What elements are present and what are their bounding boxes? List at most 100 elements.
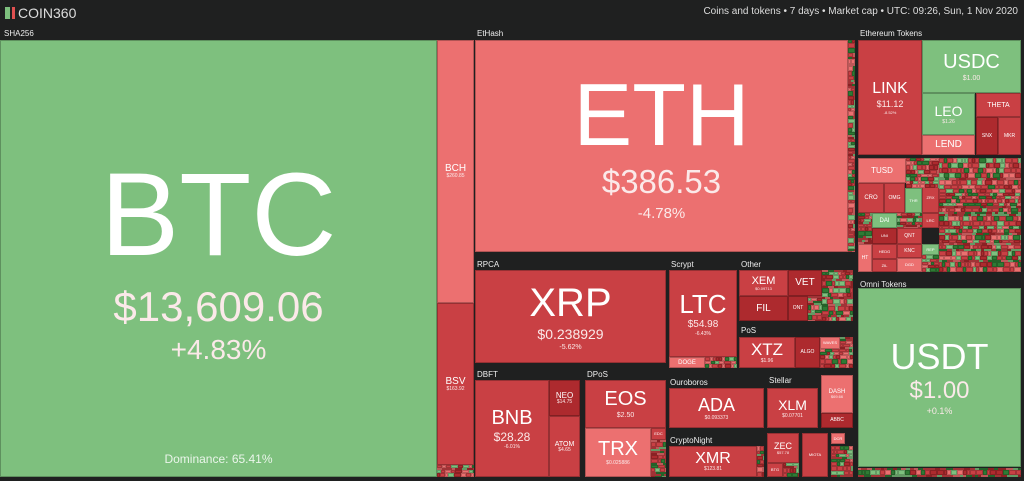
small-coin-tile[interactable]: [787, 468, 790, 473]
small-coin-tile[interactable]: [930, 470, 937, 475]
small-coin-tile[interactable]: [979, 468, 982, 470]
small-coin-tile[interactable]: [783, 466, 787, 468]
small-coin-tile[interactable]: [999, 214, 1005, 216]
small-coin-tile[interactable]: [956, 229, 959, 233]
small-coin-tile[interactable]: [902, 216, 909, 218]
small-coin-tile[interactable]: [825, 279, 829, 281]
small-coin-tile[interactable]: [977, 214, 980, 216]
small-coin-tile[interactable]: [869, 216, 872, 219]
small-coin-tile[interactable]: [942, 262, 945, 267]
small-coin-tile[interactable]: [840, 337, 845, 339]
small-coin-tile[interactable]: [722, 364, 725, 368]
small-coin-tile[interactable]: [944, 173, 949, 178]
small-coin-tile[interactable]: [962, 193, 965, 196]
small-coin-tile[interactable]: [838, 359, 841, 364]
small-coin-tile[interactable]: [951, 470, 957, 475]
small-coin-tile[interactable]: [987, 203, 993, 206]
small-coin-tile[interactable]: [822, 311, 829, 315]
small-coin-tile[interactable]: [964, 249, 971, 251]
small-coin-tile[interactable]: [906, 225, 911, 227]
small-coin-tile[interactable]: [982, 229, 988, 233]
small-coin-tile[interactable]: [845, 337, 850, 339]
small-coin-tile[interactable]: [469, 465, 472, 468]
small-coin-tile[interactable]: [987, 226, 994, 229]
small-coin-tile[interactable]: [987, 208, 992, 212]
small-coin-tile[interactable]: [864, 475, 871, 477]
small-coin-tile[interactable]: [864, 219, 871, 222]
small-coin-tile[interactable]: [858, 242, 864, 244]
small-coin-tile[interactable]: [1014, 267, 1021, 272]
small-coin-tile[interactable]: [906, 222, 909, 225]
small-coin-tile[interactable]: [848, 170, 852, 174]
small-coin-tile[interactable]: [946, 196, 952, 199]
small-coin-tile[interactable]: [839, 297, 844, 299]
small-coin-tile[interactable]: [944, 212, 948, 214]
small-coin-tile[interactable]: [921, 181, 925, 184]
small-coin-tile[interactable]: [851, 142, 855, 145]
small-coin-tile[interactable]: [1018, 180, 1021, 185]
small-coin-tile[interactable]: [993, 158, 996, 163]
tile-theta[interactable]: THETA: [976, 93, 1021, 117]
small-coin-tile[interactable]: [992, 208, 999, 212]
small-coin-tile[interactable]: [866, 236, 872, 238]
small-coin-tile[interactable]: [953, 260, 960, 262]
small-coin-tile[interactable]: [760, 446, 764, 451]
small-coin-tile[interactable]: [1015, 251, 1021, 256]
small-coin-tile[interactable]: [1019, 226, 1021, 229]
small-coin-tile[interactable]: [833, 275, 839, 279]
small-coin-tile[interactable]: [848, 128, 852, 132]
small-coin-tile[interactable]: [461, 473, 466, 477]
small-coin-tile[interactable]: [849, 286, 853, 288]
small-coin-tile[interactable]: [832, 281, 835, 286]
small-coin-tile[interactable]: [922, 475, 926, 477]
small-coin-tile[interactable]: [811, 310, 815, 313]
small-coin-tile[interactable]: [922, 268, 926, 272]
small-coin-tile[interactable]: [972, 226, 979, 229]
small-coin-tile[interactable]: [997, 193, 1003, 196]
small-coin-tile[interactable]: [808, 303, 814, 305]
small-coin-tile[interactable]: [992, 178, 997, 180]
small-coin-tile[interactable]: [939, 163, 942, 168]
small-coin-tile[interactable]: [973, 199, 978, 203]
small-coin-tile[interactable]: [986, 168, 993, 173]
small-coin-tile[interactable]: [833, 288, 839, 293]
small-coin-tile[interactable]: [1010, 267, 1014, 272]
small-coin-tile[interactable]: [998, 206, 1002, 208]
small-coin-tile[interactable]: [939, 245, 942, 249]
small-coin-tile[interactable]: [825, 349, 832, 352]
small-coin-tile[interactable]: [656, 442, 663, 447]
small-coin-tile[interactable]: [994, 240, 999, 243]
small-coin-tile[interactable]: [835, 364, 839, 368]
small-coin-tile[interactable]: [865, 216, 869, 219]
small-coin-tile[interactable]: [851, 86, 855, 88]
small-coin-tile[interactable]: [793, 468, 796, 473]
small-coin-tile[interactable]: [953, 475, 960, 477]
small-coin-tile[interactable]: [865, 240, 868, 242]
small-coin-tile[interactable]: [850, 459, 853, 462]
small-coin-tile[interactable]: [951, 256, 956, 260]
small-coin-tile[interactable]: [999, 240, 1002, 243]
small-coin-tile[interactable]: [956, 203, 963, 206]
small-coin-tile[interactable]: [847, 299, 853, 304]
small-coin-tile[interactable]: [843, 352, 849, 355]
small-coin-tile[interactable]: [885, 470, 891, 475]
small-coin-tile[interactable]: [992, 206, 998, 208]
small-coin-tile[interactable]: [1000, 196, 1005, 199]
small-coin-tile[interactable]: [840, 355, 847, 359]
small-coin-tile[interactable]: [848, 66, 853, 71]
small-coin-tile[interactable]: [834, 352, 839, 355]
small-coin-tile[interactable]: [651, 463, 657, 465]
small-coin-tile[interactable]: [963, 267, 966, 272]
small-coin-tile[interactable]: [790, 468, 793, 473]
small-coin-tile[interactable]: [848, 224, 853, 228]
small-coin-tile[interactable]: [996, 245, 1001, 249]
small-coin-tile[interactable]: [936, 268, 939, 272]
small-coin-tile[interactable]: [1012, 251, 1015, 256]
small-coin-tile[interactable]: [1012, 233, 1017, 235]
small-coin-tile[interactable]: [918, 227, 922, 228]
small-coin-tile[interactable]: [1012, 158, 1018, 163]
small-coin-tile[interactable]: [1000, 178, 1006, 180]
small-coin-tile[interactable]: [980, 256, 987, 260]
small-coin-tile[interactable]: [930, 170, 937, 174]
small-coin-tile[interactable]: [867, 468, 872, 470]
